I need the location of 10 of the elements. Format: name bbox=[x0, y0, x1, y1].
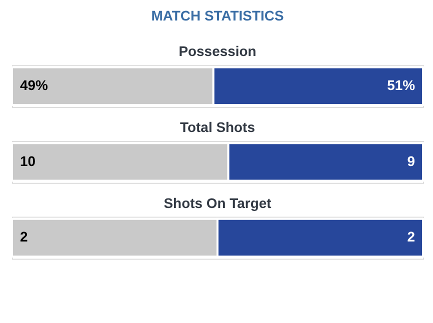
chart-title: Shots On Target bbox=[164, 194, 272, 211]
data-label: 51% bbox=[387, 77, 416, 94]
data-label: 9 bbox=[407, 152, 416, 169]
data-label: 2 bbox=[20, 228, 28, 245]
data-label: 2 bbox=[407, 228, 416, 245]
chart-title: Total Shots bbox=[180, 119, 256, 135]
chart-subtitle: Possession bbox=[178, 43, 256, 60]
chart-title: MATCH STATISTICS bbox=[151, 7, 284, 24]
data-label: 49% bbox=[20, 77, 48, 94]
data-label: 10 bbox=[20, 152, 36, 169]
